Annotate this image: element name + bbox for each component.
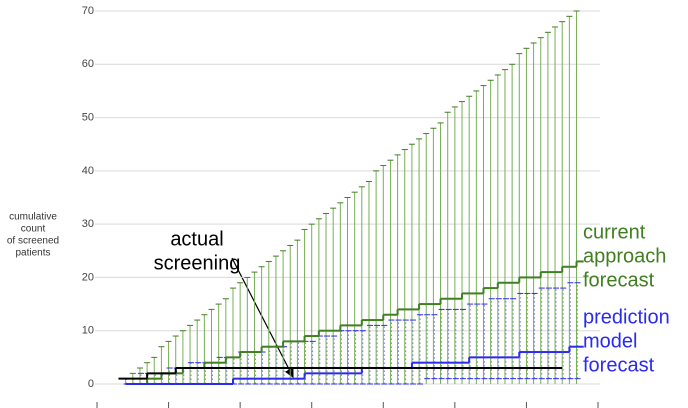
- y-label-line: cumulative: [9, 212, 57, 223]
- y-tick-label: 70: [82, 5, 94, 17]
- current-label: forecast: [583, 269, 655, 291]
- y-tick-label: 40: [82, 165, 94, 177]
- y-tick-label: 60: [82, 58, 94, 70]
- current-label: approach: [583, 245, 666, 267]
- y-tick-label: 0: [88, 378, 94, 390]
- y-tick-label: 10: [82, 325, 94, 337]
- actual-label: actual: [170, 228, 223, 250]
- actual-label: screening: [154, 252, 241, 274]
- y-tick-label: 30: [82, 218, 94, 230]
- y-label-line: count: [21, 224, 46, 235]
- prediction-label: prediction: [583, 306, 670, 328]
- current-label: current: [583, 221, 646, 243]
- y-tick-label: 20: [82, 271, 94, 283]
- y-label-line: of screened: [7, 236, 59, 247]
- y-tick-label: 50: [82, 111, 94, 123]
- prediction-label: model: [583, 330, 637, 352]
- y-label-line: patients: [15, 248, 50, 259]
- prediction-label: forecast: [583, 354, 655, 376]
